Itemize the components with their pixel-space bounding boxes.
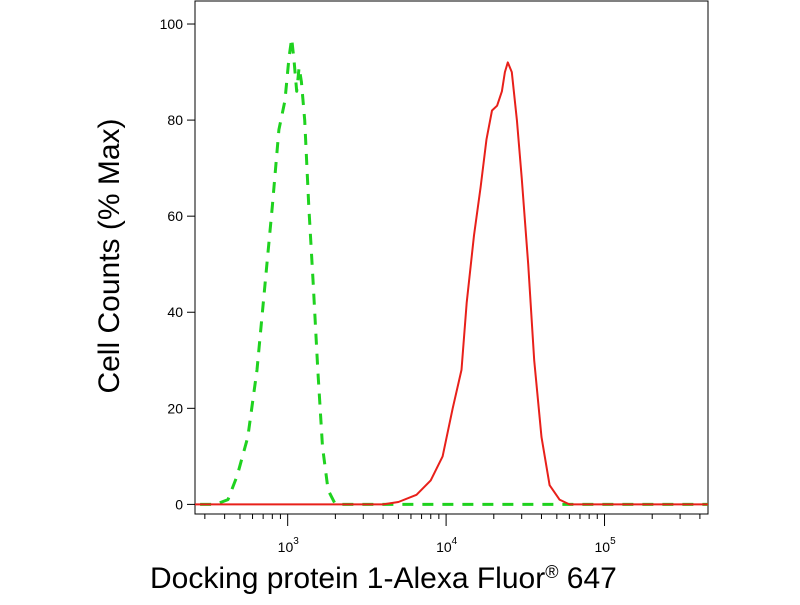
y-tick-label: 100 <box>160 16 184 32</box>
y-tick-label: 0 <box>175 496 183 512</box>
x-axis-label-suffix: 647 <box>558 562 617 595</box>
y-tick-label: 60 <box>167 208 183 224</box>
x-axis-label-text: Docking protein 1-Alexa Fluor <box>150 562 546 595</box>
series-line-1 <box>200 36 708 506</box>
series-line-2 <box>195 61 708 506</box>
x-axis-label-registered-mark: ® <box>545 562 559 582</box>
y-tick-label: 20 <box>167 400 183 416</box>
x-axis-label: Docking protein 1-Alexa Fluor® 647 <box>150 562 617 596</box>
x-tick-label: 103 <box>278 536 300 555</box>
y-tick-label: 80 <box>167 112 183 128</box>
x-tick-label: 105 <box>595 536 617 555</box>
x-tick-label: 104 <box>436 536 458 555</box>
y-axis-label: Cell Counts (% Max) <box>93 118 126 394</box>
plot-frame <box>194 0 709 515</box>
y-tick-label: 40 <box>167 304 183 320</box>
